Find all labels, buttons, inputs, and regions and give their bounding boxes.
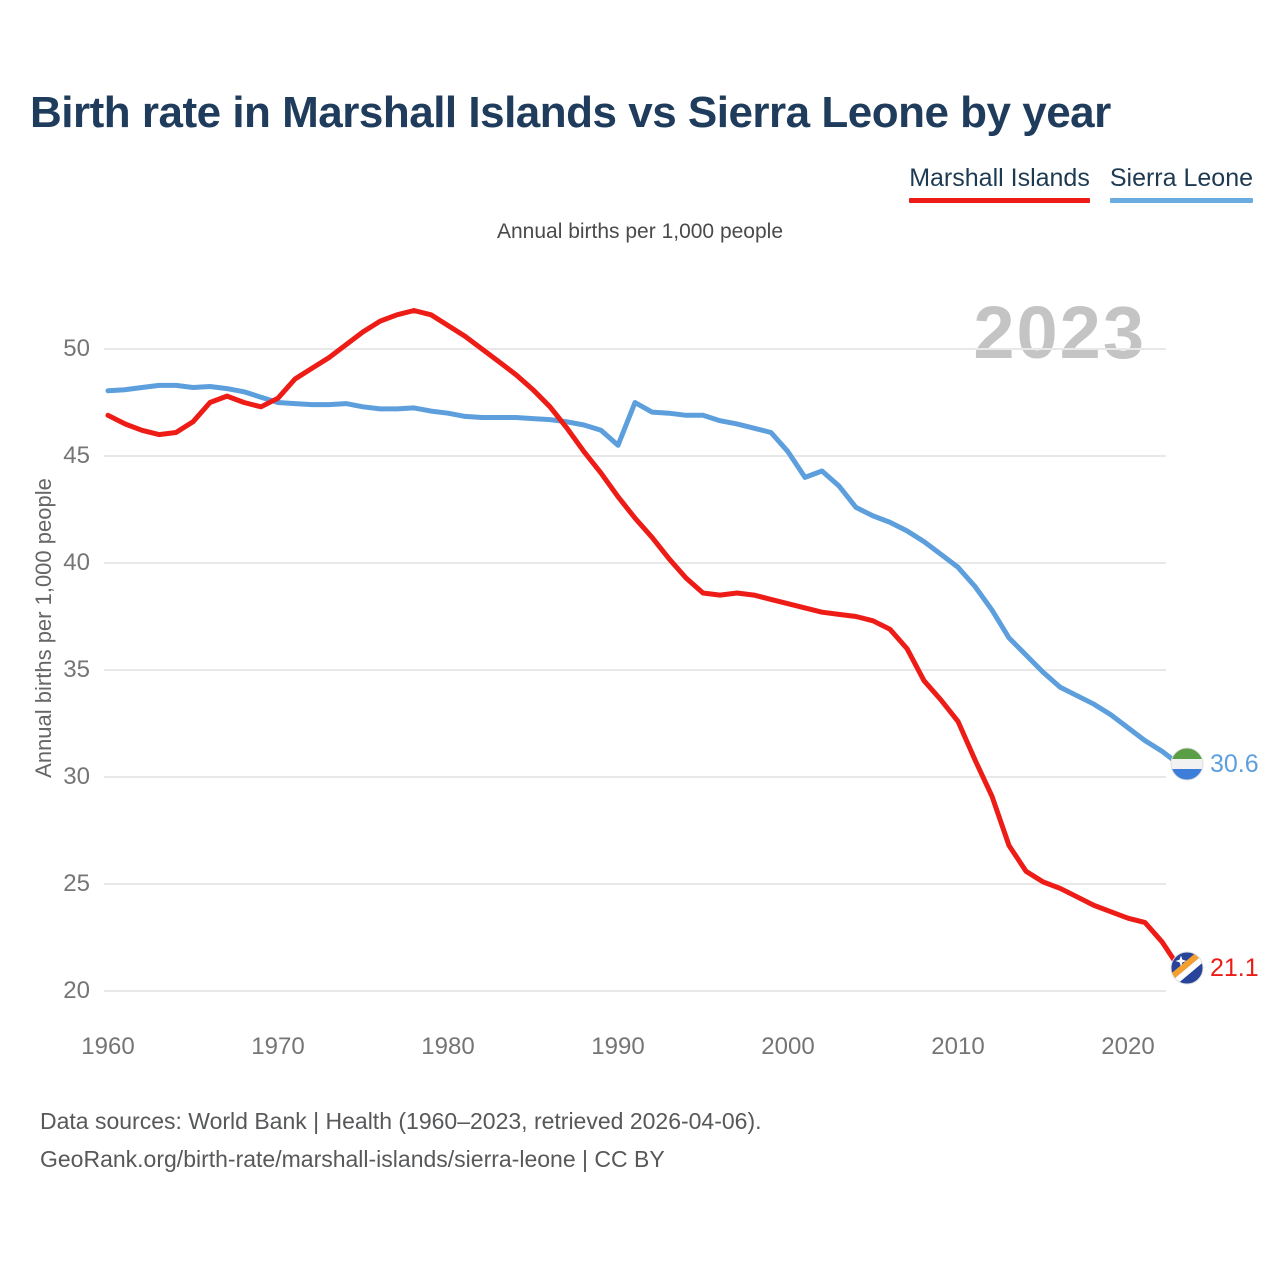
legend-item-sierra-leone[interactable]: Sierra Leone (1109, 164, 1253, 203)
gridlines (104, 348, 1166, 992)
footer-data-sources: Data sources: World Bank | Health (1960–… (40, 1108, 762, 1134)
footer-attribution: GeoRank.org/birth-rate/marshall-islands/… (40, 1146, 665, 1172)
watermark-year: 2023 (973, 291, 1146, 374)
legend-label-sierra-leone: Sierra Leone (1109, 164, 1253, 192)
x-tick-label: 1990 (591, 1033, 645, 1060)
page-title: Birth rate in Marshall Islands vs Sierra… (30, 88, 1111, 137)
legend: Marshall Islands Sierra Leone (909, 164, 1253, 203)
sierra-leone-flag-icon (1170, 747, 1204, 781)
y-tick-label: 30 (63, 763, 90, 790)
y-tick-label: 35 (63, 656, 90, 683)
end-value-sierra-leone: 30.6 (1210, 750, 1259, 778)
series-line-sierra-leone (105, 382, 1182, 767)
y-tick-label: 20 (63, 977, 90, 1004)
y-tick-label: 45 (63, 442, 90, 469)
y-tick-label: 40 (63, 549, 90, 576)
x-tick-label: 1960 (81, 1033, 135, 1060)
legend-swatch-sierra-leone (1109, 198, 1253, 203)
marshall-islands-flag-icon (1170, 951, 1204, 985)
x-tick-label: 2020 (1101, 1033, 1155, 1060)
y-tick-label: 25 (63, 870, 90, 897)
x-tick-label: 2000 (761, 1033, 815, 1060)
y-tick-label: 50 (63, 335, 90, 362)
x-tick-label: 2010 (931, 1033, 985, 1060)
chart-subtitle: Annual births per 1,000 people (496, 220, 784, 243)
legend-item-marshall-islands[interactable]: Marshall Islands (909, 164, 1090, 203)
end-value-marshall-islands: 21.1 (1210, 954, 1259, 982)
series-line-marshall-islands (105, 308, 1182, 970)
legend-label-marshall-islands: Marshall Islands (909, 164, 1090, 192)
legend-swatch-marshall-islands (909, 198, 1090, 203)
x-tick-label: 1980 (421, 1033, 475, 1060)
x-tick-label: 1970 (251, 1033, 305, 1060)
